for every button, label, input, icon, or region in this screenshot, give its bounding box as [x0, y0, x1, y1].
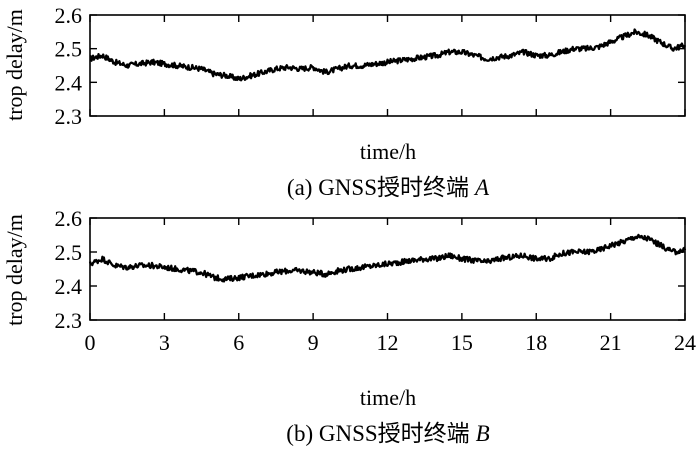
series-line	[89, 28, 687, 82]
y-tick-label: 2.3	[55, 104, 83, 129]
x-tick-label: 3	[159, 330, 170, 355]
x-tick-label: 9	[308, 330, 319, 355]
y-tick-label: 2.4	[55, 70, 83, 95]
caption-text: (b) GNSS授时终端	[286, 421, 469, 446]
y-tick-label: 2.3	[55, 308, 83, 333]
x-tick-label: 6	[233, 330, 244, 355]
plot-area-frame	[89, 217, 686, 321]
x-tick-label: 12	[377, 330, 399, 355]
y-axis-label: trop delay/m	[2, 9, 27, 121]
caption-terminal-letter: A	[473, 175, 490, 200]
chart-panel-a: 2.3 2.4 2.5 2.6 trop delay/m time/h (a) GNS…	[2, 3, 687, 200]
x-axis-label: time/h	[360, 385, 416, 410]
caption-text: (a) GNSS授时终端	[287, 175, 469, 200]
y-tick-label: 2.6	[55, 206, 83, 231]
y-axis-label: trop delay/m	[2, 214, 27, 326]
panel-caption: (b) GNSS授时终端 B	[286, 421, 489, 446]
y-tick-label: 2.4	[55, 274, 83, 299]
x-tick-label: 0	[85, 330, 96, 355]
x-tick-label: 21	[600, 330, 622, 355]
y-axis: 2.3 2.4 2.5 2.6	[55, 206, 685, 333]
y-tick-label: 2.5	[55, 240, 83, 265]
x-axis-label: time/h	[360, 139, 416, 164]
chart-panel-b: 2.3 2.4 2.5 2.6 0 3 6 9 12 15 18 21 24 trop delay/m…	[2, 206, 696, 446]
x-axis: 0 3 6 9 12 15 18 21 24	[85, 218, 696, 355]
x-tick-label: 18	[525, 330, 547, 355]
x-tick-label: 24	[674, 330, 696, 355]
panel-caption: (a) GNSS授时终端 A	[287, 175, 490, 200]
x-axis	[89, 15, 686, 116]
series-line	[88, 233, 687, 283]
caption-terminal-letter: B	[476, 421, 490, 446]
x-tick-label: 15	[451, 330, 473, 355]
y-tick-label: 2.6	[55, 3, 83, 28]
y-tick-label: 2.5	[55, 37, 83, 62]
